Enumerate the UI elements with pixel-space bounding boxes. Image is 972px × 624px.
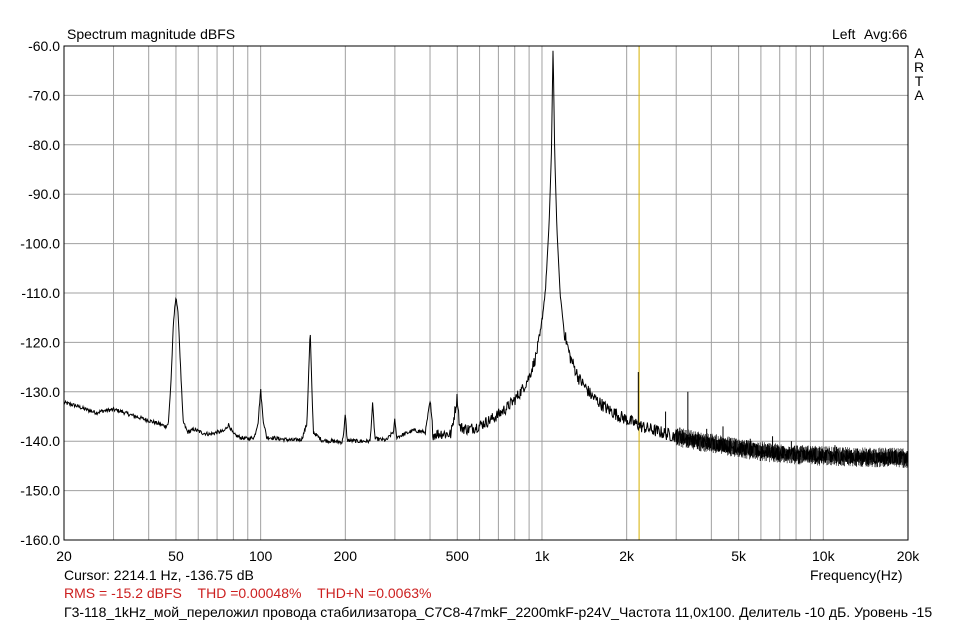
rms-value: RMS = -15.2 dBFS bbox=[64, 585, 182, 601]
x-tick-label: 20k bbox=[897, 548, 921, 564]
y-tick-label: -130.0 bbox=[20, 384, 60, 400]
cursor-readout: Cursor: 2214.1 Hz, -136.75 dB bbox=[64, 567, 254, 583]
averaging-label: Avg:66 bbox=[864, 26, 908, 42]
y-tick-label: -80.0 bbox=[28, 137, 60, 153]
x-tick-label: 200 bbox=[334, 548, 358, 564]
measurement-stats: RMS = -15.2 dBFS THD =0.00048% THD+N =0.… bbox=[64, 585, 443, 601]
y-tick-label: -160.0 bbox=[20, 532, 60, 548]
y-tick-label: -110.0 bbox=[21, 285, 60, 301]
x-tick-label: 1k bbox=[535, 548, 551, 564]
y-tick-labels: -60.0 -70.0 -80.0 -90.0 -100.0 -110.0 -120.0 -1… bbox=[20, 38, 60, 548]
spectrum-trace bbox=[63, 50, 909, 466]
logo-letter: R bbox=[913, 59, 925, 75]
x-tick-labels: 20 50 100 200 500 1k 2k 5k 10k 20k bbox=[56, 548, 920, 564]
plot-frame bbox=[63, 45, 909, 541]
y-tick-label: -120.0 bbox=[20, 334, 60, 350]
y-tick-label: -140.0 bbox=[20, 433, 60, 449]
thd-value: THD =0.00048% bbox=[197, 585, 302, 601]
x-tick-label: 50 bbox=[168, 548, 184, 564]
x-tick-label: 20 bbox=[56, 548, 72, 564]
x-tick-label: 500 bbox=[446, 548, 470, 564]
y-tick-label: -70.0 bbox=[28, 87, 60, 103]
channel-label: Left bbox=[832, 26, 856, 42]
chart-title: Spectrum magnitude dBFS bbox=[67, 26, 236, 42]
y-tick-label: -90.0 bbox=[28, 186, 60, 202]
x-tick-label: 2k bbox=[619, 548, 635, 564]
x-tick-label: 10k bbox=[812, 548, 836, 564]
y-tick-label: -150.0 bbox=[20, 483, 60, 499]
x-tick-label: 5k bbox=[731, 548, 747, 564]
y-tick-label: -100.0 bbox=[20, 236, 60, 252]
x-axis-label: Frequency(Hz) bbox=[810, 567, 903, 583]
x-tick-label: 100 bbox=[249, 548, 273, 564]
arta-logo: A R T A bbox=[912, 46, 926, 102]
measurement-description: Г3-118_1kHz_мой_переложил провода стабил… bbox=[64, 604, 933, 620]
thdn-value: THD+N =0.0063% bbox=[317, 585, 432, 601]
logo-letter: A bbox=[914, 87, 924, 103]
logo-letter: T bbox=[914, 73, 924, 89]
logo-letter: A bbox=[914, 45, 924, 61]
y-tick-label: -60.0 bbox=[28, 38, 60, 54]
